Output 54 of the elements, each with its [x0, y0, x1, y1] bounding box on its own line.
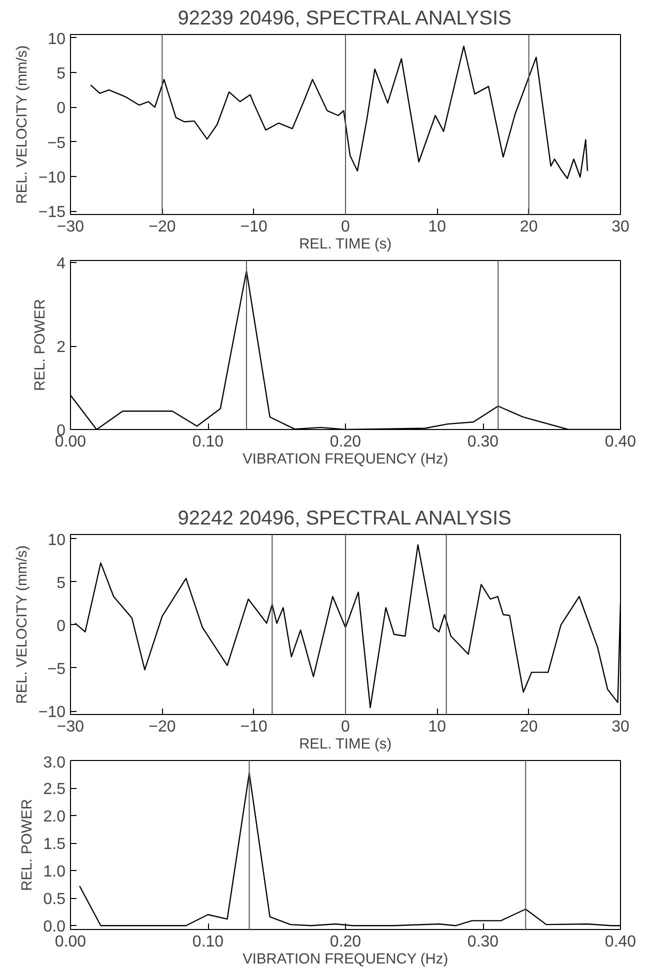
y-tick-label: 0	[56, 100, 66, 118]
y-axis-title: REL. POWER	[19, 798, 36, 892]
x-tick-label: 0.20	[330, 434, 362, 450]
x-axis-title: REL. TIME (s)	[299, 736, 392, 752]
x-tick-label: 0	[341, 718, 350, 736]
y-tick-label: 2	[56, 339, 66, 356]
y-tick-label: −10	[38, 169, 66, 186]
y-axis-title: REL. VELOCITY (mm/s)	[14, 45, 30, 204]
x-tick-label: 20	[520, 718, 538, 736]
x-tick-label: 0.40	[604, 434, 636, 450]
x-tick-label: 0.40	[604, 934, 636, 950]
y-tick-label: 10	[48, 30, 66, 48]
x-tick-label: −20	[148, 218, 176, 236]
x-tick-label: 30	[612, 218, 630, 236]
x-axis-title: VIBRATION FREQUENCY (Hz)	[242, 952, 448, 968]
y-tick-label: 5	[56, 574, 66, 592]
y-axis-title: REL. POWER	[32, 298, 49, 392]
y-tick-label: 1.0	[43, 864, 66, 881]
x-tick-label: −10	[240, 718, 268, 736]
chart-title: 92242 20496, SPECTRAL ANALYSIS	[178, 508, 512, 530]
y-tick-label: −15	[38, 204, 66, 222]
y-tick-label: 4	[56, 256, 66, 273]
y-tick-label: 0.0	[43, 918, 66, 936]
y-tick-label: −5	[47, 134, 66, 152]
x-tick-label: 30	[612, 718, 630, 736]
x-tick-label: 20	[520, 218, 538, 236]
y-tick-label: 2.0	[43, 808, 66, 826]
y-axis-title: REL. VELOCITY (mm/s)	[14, 545, 30, 704]
x-tick-label: −10	[240, 218, 268, 236]
y-tick-label: −10	[38, 704, 66, 722]
y-tick-label: 5	[56, 66, 66, 83]
line-series	[90, 46, 588, 180]
x-tick-label: −30	[56, 718, 84, 736]
y-tick-label: 10	[48, 532, 66, 549]
x-tick-label: 0.00	[54, 934, 86, 950]
chart-title: 92239 20496, SPECTRAL ANALYSIS	[178, 8, 512, 30]
x-tick-label: 0.30	[467, 434, 499, 450]
y-tick-label: 3.0	[43, 754, 66, 772]
x-tick-label: 0.10	[192, 934, 224, 950]
x-tick-label: −30	[56, 218, 84, 236]
y-tick-label: 2.5	[43, 781, 66, 798]
y-tick-label: 0.5	[43, 891, 66, 908]
y-tick-label: 1.5	[43, 836, 66, 854]
x-axis-title: VIBRATION FREQUENCY (Hz)	[242, 452, 448, 468]
x-tick-label: 0.30	[467, 934, 499, 950]
x-tick-label: 10	[428, 718, 446, 736]
x-tick-label: 0	[341, 218, 350, 236]
x-tick-label: −20	[148, 718, 176, 736]
x-tick-label: 0.10	[192, 434, 224, 450]
x-axis-title: REL. TIME (s)	[299, 236, 392, 252]
y-tick-label: 0	[56, 618, 66, 635]
y-tick-label: −5	[47, 660, 66, 678]
x-tick-label: 0.20	[330, 934, 362, 950]
x-tick-label: 10	[428, 218, 446, 236]
